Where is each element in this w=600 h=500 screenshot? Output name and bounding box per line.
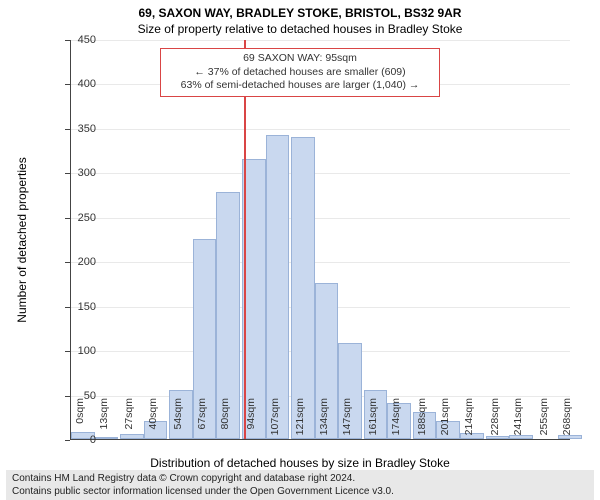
annotation-line-1: 69 SAXON WAY: 95sqm [167,52,433,66]
x-tick-label: 80sqm [219,398,231,446]
y-tick-mark [65,173,70,174]
x-tick-label: 40sqm [147,398,159,446]
y-tick-mark [65,40,70,41]
y-tick-mark [65,307,70,308]
histogram-bar [291,137,315,439]
x-axis-label: Distribution of detached houses by size … [0,456,600,470]
x-tick-label: 214sqm [463,398,475,446]
y-tick-mark [65,440,70,441]
histogram-bar [266,135,290,439]
y-tick-mark [65,84,70,85]
y-tick-mark [65,129,70,130]
y-tick-mark [65,351,70,352]
gridline-h [71,129,570,130]
plot-area [70,40,570,440]
x-tick-label: 27sqm [123,398,135,446]
gridline-h [71,262,570,263]
x-tick-label: 13sqm [98,398,110,446]
x-tick-label: 255sqm [538,398,550,446]
x-tick-label: 54sqm [172,398,184,446]
property-marker-line [244,40,246,439]
annotation-line-3: 63% of semi-detached houses are larger (… [167,79,433,93]
x-tick-label: 121sqm [294,398,306,446]
footer-line-2: Contains public sector information licen… [12,486,588,499]
x-tick-label: 94sqm [245,398,257,446]
gridline-h [71,218,570,219]
x-tick-label: 188sqm [416,398,428,446]
gridline-h [71,173,570,174]
x-tick-label: 107sqm [269,398,281,446]
x-tick-label: 67sqm [196,398,208,446]
x-tick-label: 268sqm [561,398,573,446]
x-tick-label: 228sqm [489,398,501,446]
x-tick-label: 174sqm [390,398,402,446]
x-tick-label: 134sqm [318,398,330,446]
y-tick-mark [65,218,70,219]
x-tick-label: 0sqm [74,398,86,446]
attribution-footer: Contains HM Land Registry data © Crown c… [6,470,594,500]
gridline-h [71,40,570,41]
footer-line-1: Contains HM Land Registry data © Crown c… [12,473,588,486]
x-tick-label: 161sqm [367,398,379,446]
x-tick-label: 147sqm [341,398,353,446]
chart-frame: 69, SAXON WAY, BRADLEY STOKE, BRISTOL, B… [0,0,600,500]
annotation-line-2: ← 37% of detached houses are smaller (60… [167,66,433,80]
title-line-1: 69, SAXON WAY, BRADLEY STOKE, BRISTOL, B… [0,6,600,20]
x-tick-label: 201sqm [439,398,451,446]
y-axis-label: Number of detached properties [15,157,29,322]
x-tick-label: 241sqm [512,398,524,446]
y-tick-mark [65,396,70,397]
y-tick-mark [65,262,70,263]
annotation-box: 69 SAXON WAY: 95sqm ← 37% of detached ho… [160,48,440,97]
